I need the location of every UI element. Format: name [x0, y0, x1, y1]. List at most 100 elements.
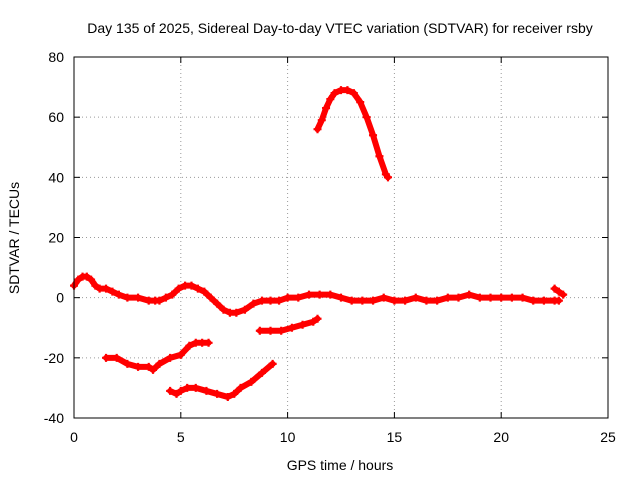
data-point: [379, 293, 388, 302]
data-point: [266, 326, 275, 335]
data-point: [204, 338, 213, 347]
data-point: [193, 284, 202, 293]
data-point: [200, 287, 209, 296]
data-point: [369, 131, 378, 140]
y-tick-label: -40: [44, 410, 64, 426]
data-point: [202, 386, 211, 395]
data-point: [108, 287, 117, 296]
y-tick-label: 0: [56, 290, 64, 306]
y-axis-label: SDTVAR / TECUs: [6, 182, 22, 294]
data-point: [102, 284, 111, 293]
data-point: [304, 290, 313, 299]
data-point: [223, 392, 232, 401]
data-point: [277, 326, 286, 335]
data-point: [330, 89, 339, 98]
data-point: [249, 299, 258, 308]
series-line-arc-4: [256, 315, 321, 334]
series-layer: [70, 86, 568, 401]
data-point: [176, 350, 185, 359]
x-tick-label: 15: [387, 429, 403, 445]
data-point: [454, 293, 463, 302]
data-point: [91, 281, 100, 290]
data-point: [539, 296, 548, 305]
data-point: [255, 326, 264, 335]
data-point: [326, 290, 335, 299]
data-point: [326, 95, 335, 104]
ticks: 0 5 10 15 20 25 -40 -20 0 20 40 60 80: [44, 49, 616, 445]
data-point: [343, 86, 352, 95]
data-point: [149, 365, 158, 374]
data-point: [172, 389, 181, 398]
x-tick-label: 5: [177, 429, 185, 445]
data-point: [155, 359, 164, 368]
data-point: [283, 293, 292, 302]
data-point: [161, 293, 170, 302]
data-point: [497, 293, 506, 302]
data-point: [507, 293, 516, 302]
data-point: [168, 290, 177, 299]
data-point: [219, 305, 228, 314]
data-point: [134, 362, 143, 371]
data-point: [298, 320, 307, 329]
data-point: [102, 353, 111, 362]
data-point: [206, 293, 215, 302]
y-tick-label: -20: [44, 350, 64, 366]
data-point: [185, 341, 194, 350]
data-point: [174, 284, 183, 293]
data-point: [309, 317, 318, 326]
y-tick-label: 20: [48, 230, 64, 246]
data-point: [465, 290, 474, 299]
data-point: [268, 359, 277, 368]
x-tick-label: 0: [70, 429, 78, 445]
x-tick-label: 10: [280, 429, 296, 445]
data-point: [322, 104, 331, 113]
data-point: [87, 275, 96, 284]
data-point: [315, 290, 324, 299]
y-tick-label: 40: [48, 169, 64, 185]
data-point: [176, 386, 185, 395]
data-point: [213, 389, 222, 398]
data-point: [337, 293, 345, 302]
data-point: [155, 296, 164, 305]
grid: [74, 57, 608, 418]
data-point: [475, 293, 484, 302]
data-point: [554, 287, 563, 296]
data-point: [123, 359, 132, 368]
x-tick-label: 25: [600, 429, 616, 445]
data-point: [213, 299, 222, 308]
data-point: [257, 296, 266, 305]
data-point: [266, 296, 275, 305]
data-point: [358, 296, 367, 305]
y-tick-label: 80: [48, 49, 64, 65]
data-point: [313, 314, 322, 323]
chart-title: Day 135 of 2025, Sidereal Day-to-day VTE…: [87, 20, 593, 36]
data-point: [247, 377, 256, 386]
data-point: [529, 296, 538, 305]
data-point: [166, 386, 175, 395]
series-line-arc-3: [167, 360, 276, 400]
data-point: [236, 383, 245, 392]
data-point: [240, 305, 249, 314]
data-point: [411, 293, 420, 302]
data-point: [82, 272, 91, 281]
data-point: [390, 296, 399, 305]
data-point: [347, 296, 356, 305]
data-point: [349, 89, 358, 98]
data-point: [401, 296, 410, 305]
data-point: [317, 116, 326, 125]
data-point: [230, 389, 239, 398]
data-point: [134, 293, 143, 302]
data-point: [559, 290, 568, 299]
data-point: [232, 308, 241, 317]
data-point: [518, 293, 527, 302]
x-tick-label: 20: [493, 429, 509, 445]
data-point: [313, 125, 322, 134]
data-point: [74, 275, 83, 284]
data-point: [275, 296, 284, 305]
data-point: [554, 296, 563, 305]
data-point: [422, 296, 431, 305]
data-point: [362, 113, 371, 122]
data-point: [187, 281, 196, 290]
data-point: [443, 293, 452, 302]
